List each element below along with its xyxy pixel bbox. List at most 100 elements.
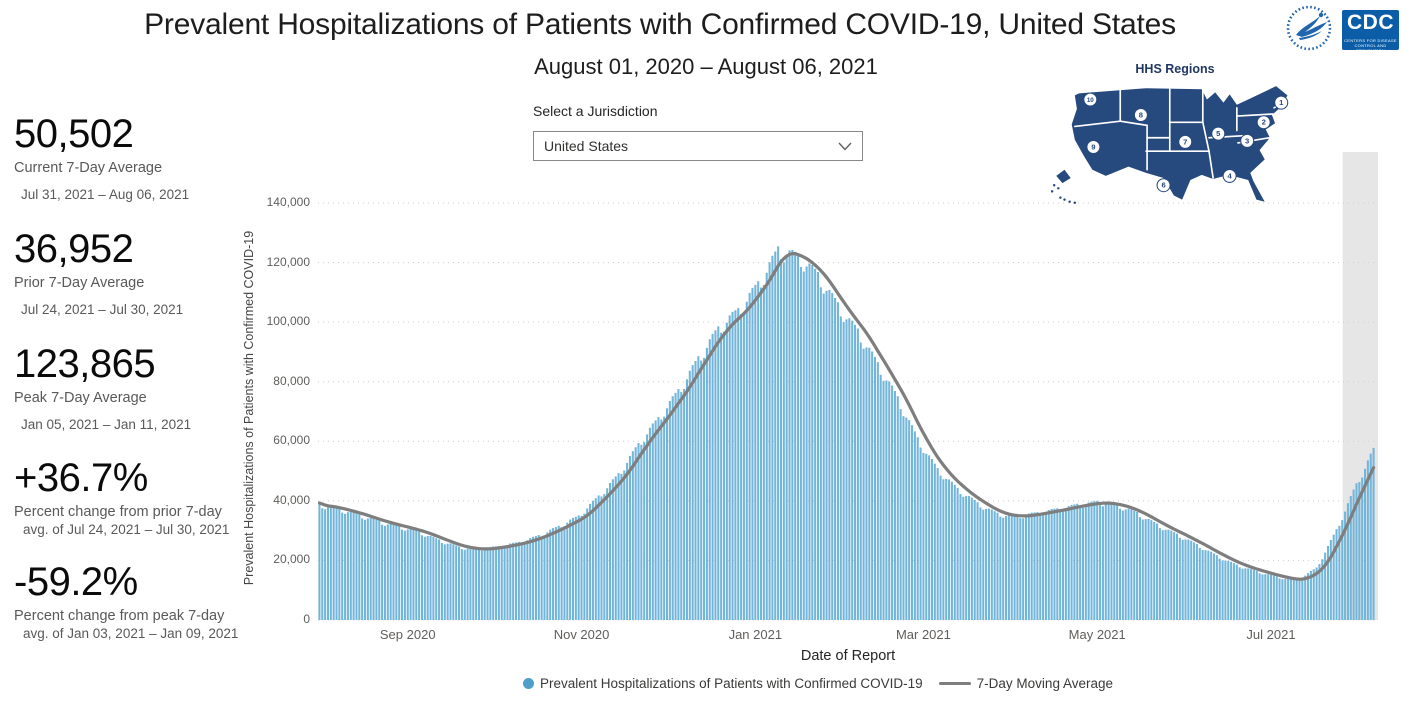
bar[interactable] <box>1056 508 1059 620</box>
bar[interactable] <box>1324 552 1327 620</box>
bar[interactable] <box>446 543 449 620</box>
bar[interactable] <box>443 544 446 620</box>
bar[interactable] <box>1329 540 1332 620</box>
bar[interactable] <box>1136 511 1139 620</box>
bar[interactable] <box>1235 564 1238 620</box>
bar[interactable] <box>1204 550 1207 620</box>
bar[interactable] <box>651 423 654 620</box>
bar[interactable] <box>1195 544 1198 620</box>
bar[interactable] <box>1292 579 1295 620</box>
bar[interactable] <box>1013 514 1016 620</box>
bar[interactable] <box>529 538 532 620</box>
bar[interactable] <box>1170 530 1173 620</box>
bar[interactable] <box>1269 574 1273 620</box>
bar[interactable] <box>1230 561 1233 620</box>
bar[interactable] <box>1138 517 1141 620</box>
bar[interactable] <box>985 508 988 620</box>
bar[interactable] <box>933 463 936 620</box>
bar[interactable] <box>1198 548 1201 620</box>
bar[interactable] <box>603 494 606 620</box>
bar[interactable] <box>1118 508 1122 620</box>
bar[interactable] <box>942 479 945 620</box>
bar[interactable] <box>1036 512 1039 620</box>
bar[interactable] <box>363 519 367 620</box>
bar[interactable] <box>862 348 865 620</box>
bar[interactable] <box>1261 574 1264 620</box>
bar[interactable] <box>979 507 982 620</box>
bar[interactable] <box>822 293 825 620</box>
bar[interactable] <box>1104 504 1107 620</box>
bar[interactable] <box>754 284 757 620</box>
bar[interactable] <box>614 476 617 620</box>
bar[interactable] <box>375 519 378 620</box>
bar[interactable] <box>734 310 737 620</box>
bar[interactable] <box>925 453 928 620</box>
bar[interactable] <box>1227 560 1230 620</box>
bar[interactable] <box>392 524 395 620</box>
bar[interactable] <box>1281 579 1284 620</box>
bar[interactable] <box>580 515 583 620</box>
bar[interactable] <box>355 513 358 620</box>
bar[interactable] <box>1344 511 1347 620</box>
bar[interactable] <box>845 319 848 620</box>
bar[interactable] <box>1076 503 1079 620</box>
bar[interactable] <box>802 271 805 620</box>
bar[interactable] <box>1053 508 1056 620</box>
bar[interactable] <box>714 330 717 620</box>
bar[interactable] <box>1187 539 1190 620</box>
bar[interactable] <box>643 442 646 620</box>
bar[interactable] <box>1147 519 1150 620</box>
bar[interactable] <box>1073 504 1076 620</box>
bar[interactable] <box>600 496 603 620</box>
bar[interactable] <box>1050 508 1053 620</box>
bar[interactable] <box>1210 551 1213 620</box>
bar[interactable] <box>973 499 976 620</box>
bar[interactable] <box>956 487 959 620</box>
bar[interactable] <box>1144 519 1147 620</box>
bar[interactable] <box>495 546 498 620</box>
bar[interactable] <box>788 250 791 620</box>
bar[interactable] <box>472 547 475 620</box>
bar[interactable] <box>1175 533 1179 620</box>
bar[interactable] <box>1309 571 1312 620</box>
bar[interactable] <box>1121 510 1124 620</box>
bar[interactable] <box>358 514 361 620</box>
bar[interactable] <box>623 470 626 620</box>
bar[interactable] <box>1124 509 1127 620</box>
bar[interactable] <box>660 419 663 620</box>
bar[interactable] <box>771 255 774 620</box>
bar[interactable] <box>814 268 817 620</box>
bar[interactable] <box>389 523 392 620</box>
bar[interactable] <box>834 297 837 620</box>
bar[interactable] <box>1218 558 1221 620</box>
bar[interactable] <box>805 266 808 620</box>
bar[interactable] <box>526 540 529 620</box>
bar[interactable] <box>799 267 802 620</box>
bar[interactable] <box>808 263 811 620</box>
bar[interactable] <box>1364 468 1367 620</box>
bar[interactable] <box>868 347 871 620</box>
bar[interactable] <box>1130 509 1133 620</box>
bar[interactable] <box>811 265 814 620</box>
bar[interactable] <box>731 311 734 620</box>
bar[interactable] <box>646 434 649 620</box>
bar[interactable] <box>1173 532 1176 620</box>
bar[interactable] <box>1335 529 1338 620</box>
bar[interactable] <box>458 546 461 620</box>
bar[interactable] <box>1090 501 1093 620</box>
bar[interactable] <box>990 509 993 620</box>
bar[interactable] <box>1039 515 1042 620</box>
bar[interactable] <box>1116 503 1119 620</box>
bar[interactable] <box>705 347 708 620</box>
bar[interactable] <box>885 380 888 620</box>
bar[interactable] <box>1252 570 1255 620</box>
bar[interactable] <box>965 496 968 620</box>
bar[interactable] <box>688 370 691 620</box>
bar[interactable] <box>851 320 854 620</box>
bar[interactable] <box>480 550 483 620</box>
bar[interactable] <box>777 246 780 620</box>
bar[interactable] <box>435 538 438 620</box>
bar[interactable] <box>902 416 905 620</box>
bar[interactable] <box>708 339 711 620</box>
bar[interactable] <box>517 541 520 620</box>
